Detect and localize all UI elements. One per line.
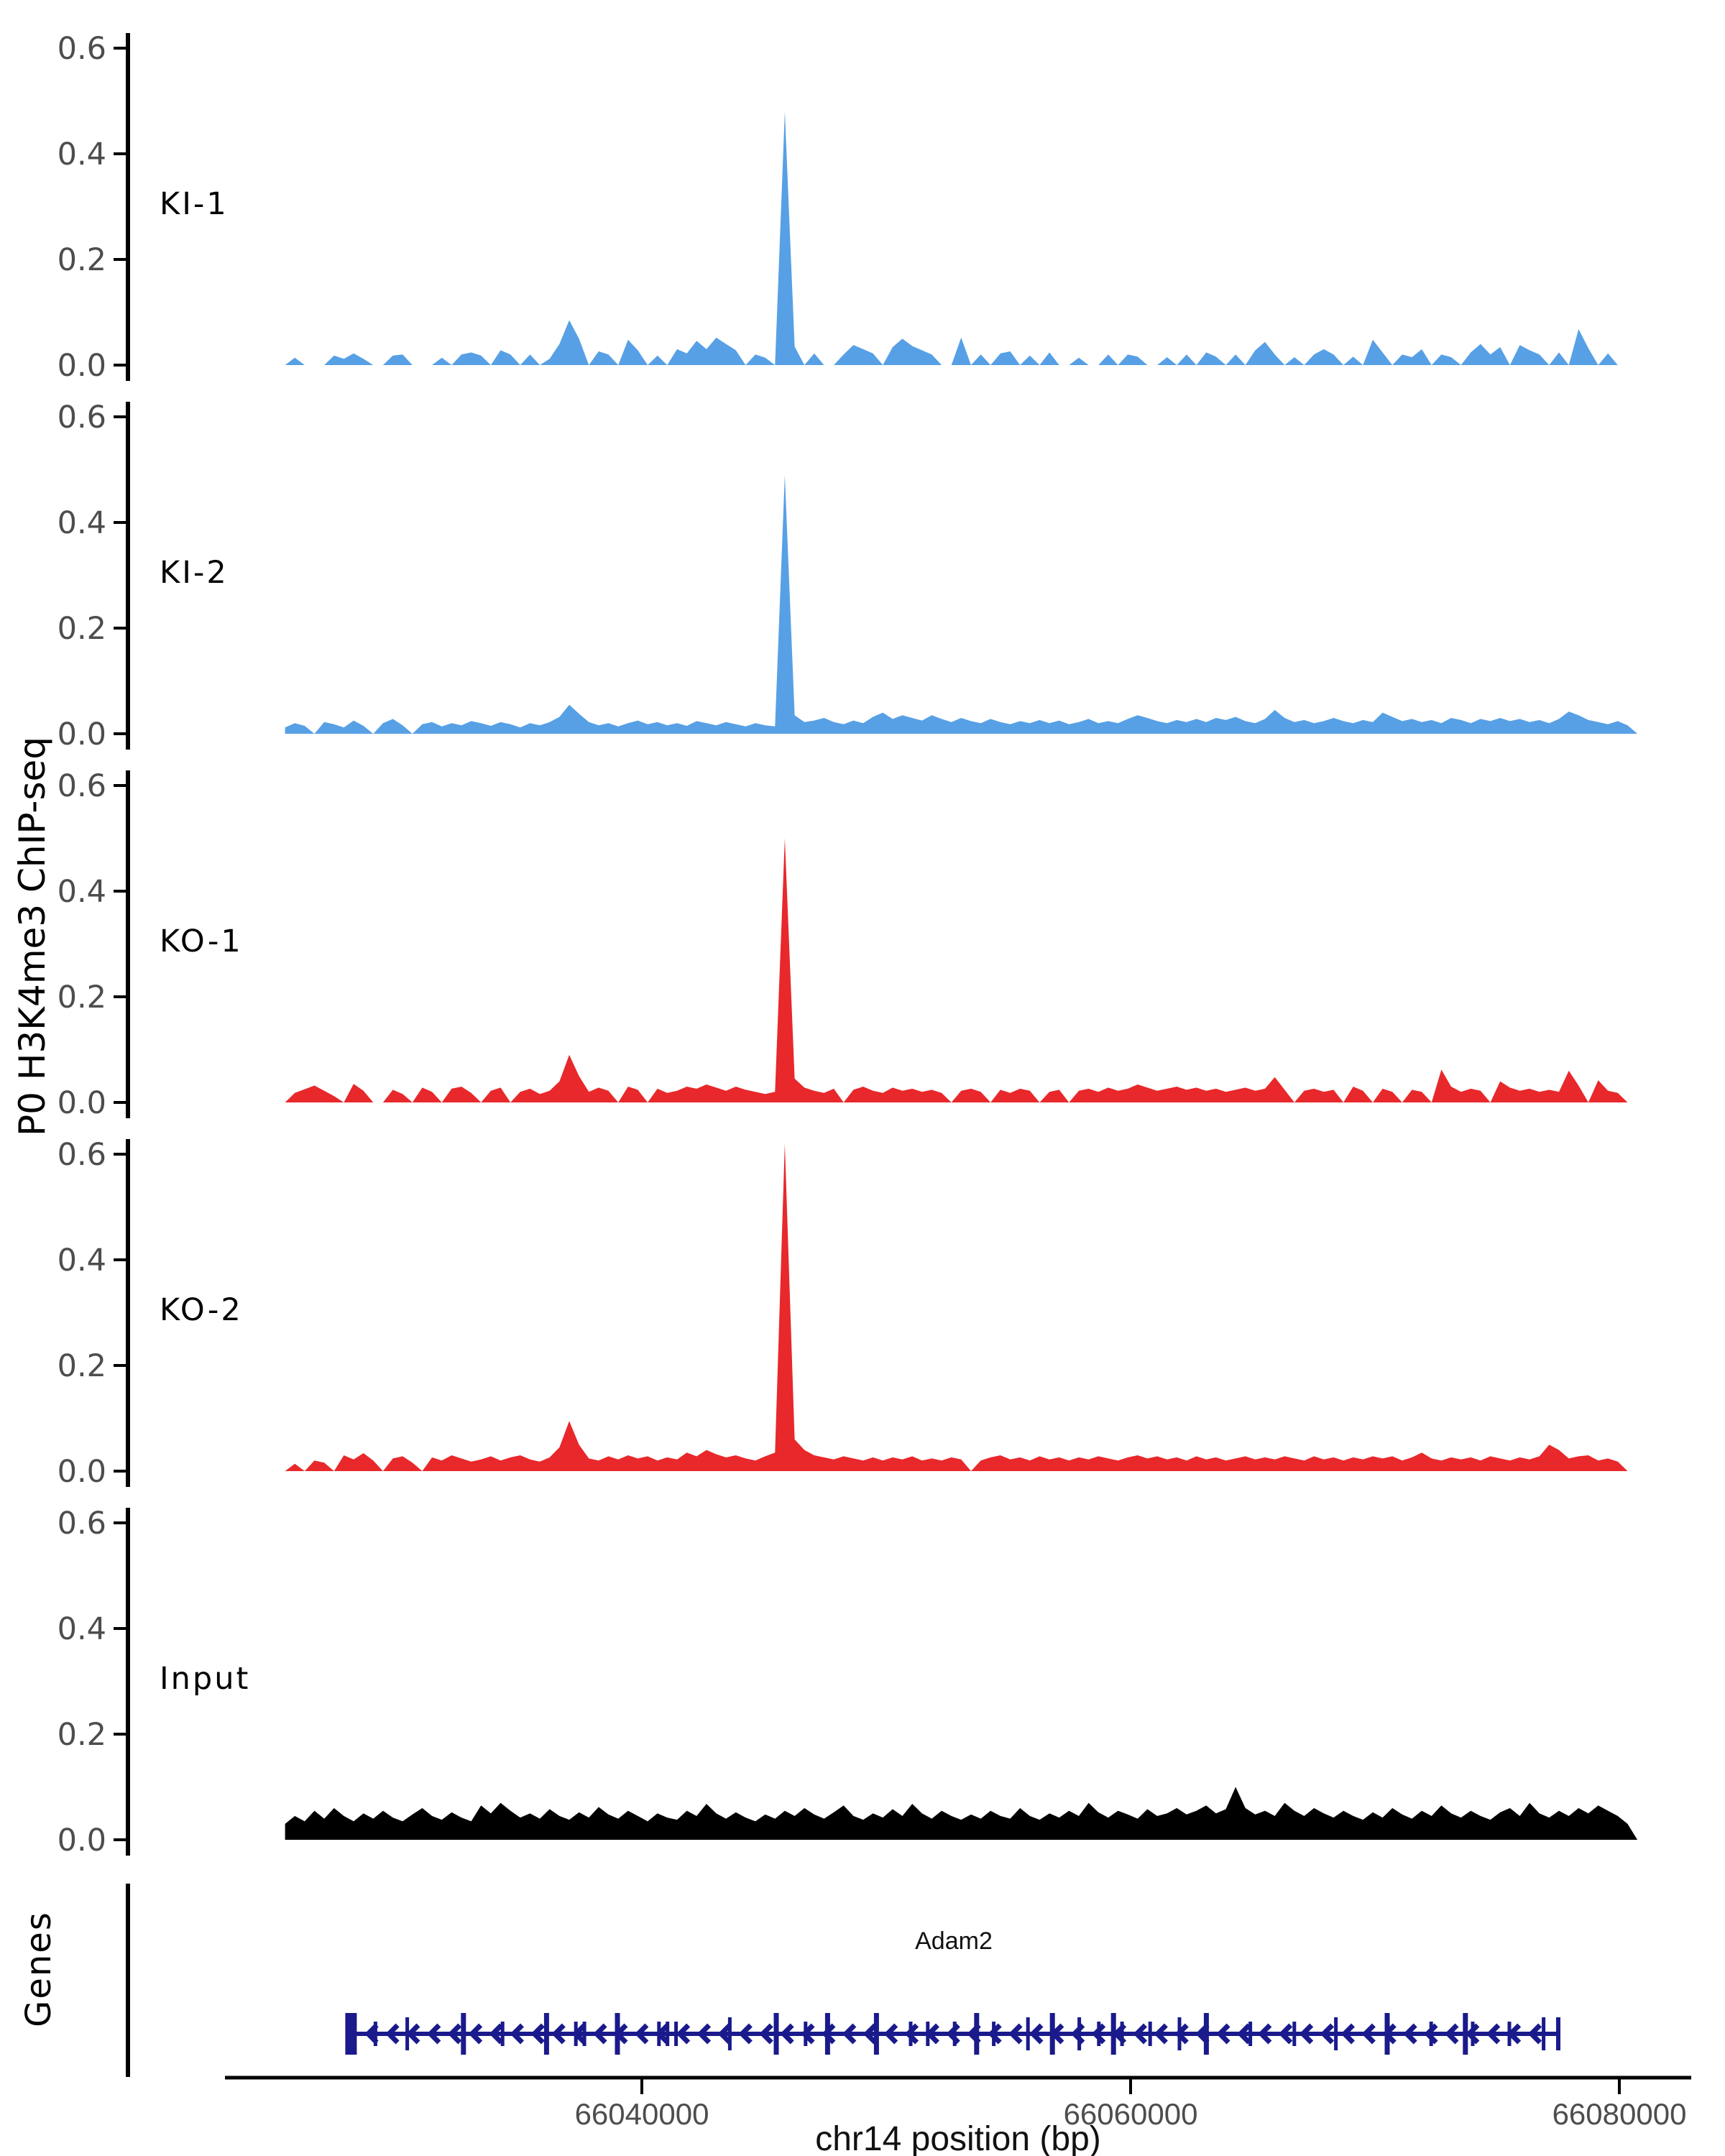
- y-tick-label: 0.2: [58, 980, 106, 1015]
- gene-strand-arrow: [489, 2023, 504, 2045]
- gene-label: Adam2: [915, 1927, 993, 1955]
- gene-strand-arrow: [1237, 2023, 1251, 2045]
- gene-strand-arrow: [1320, 2023, 1335, 2045]
- signal-area-KI-2: [285, 474, 1647, 734]
- gene-strand-arrow: [883, 2023, 898, 2045]
- y-tick-label: 0.0: [58, 1454, 106, 1490]
- track-label-KI-1: KI-1: [160, 186, 229, 222]
- gene-strand-arrow: [904, 2023, 919, 2045]
- gene-strand-arrow: [1278, 2023, 1293, 2045]
- y-tick-label: 0.6: [58, 1506, 106, 1542]
- y-tick-label: 0.4: [58, 505, 106, 541]
- gene-strand-arrow: [676, 2023, 691, 2045]
- y-axis-title: P0 H3K4me3 ChIP-seq: [12, 737, 53, 1136]
- gene-strand-arrow: [1527, 2023, 1542, 2045]
- gene-strand-arrow: [842, 2023, 857, 2045]
- gene-strand-arrow: [780, 2023, 794, 2045]
- genes-panel-title: Genes: [19, 1911, 59, 2027]
- gene-strand-arrow: [988, 2023, 1002, 2045]
- track-label-KO-1: KO-1: [160, 923, 243, 959]
- y-tick-label: 0.0: [58, 717, 106, 752]
- x-tick-label: 66080000: [1552, 2097, 1687, 2131]
- x-tick-label: 66040000: [575, 2097, 709, 2131]
- gene-strand-arrow: [551, 2023, 566, 2045]
- y-tick-label: 0.6: [58, 31, 106, 67]
- y-tick-label: 0.6: [58, 400, 106, 436]
- gene-start-exon-block: [345, 2013, 357, 2055]
- signal-area-Input: [285, 1787, 1647, 1840]
- gene-strand-arrow: [1361, 2023, 1376, 2045]
- gene-strand-arrow: [1029, 2023, 1044, 2045]
- y-tick-label: 0.2: [58, 1717, 106, 1753]
- y-tick-label: 0.2: [58, 611, 106, 647]
- x-tick-label: 66060000: [1064, 2097, 1198, 2131]
- gene-strand-arrow: [1216, 2023, 1230, 2045]
- gene-strand-arrow: [1133, 2023, 1147, 2045]
- track-label-KI-2: KI-2: [160, 555, 229, 591]
- y-tick-label: 0.0: [58, 348, 106, 384]
- gene-strand-arrow: [1257, 2023, 1272, 2045]
- gene-strand-arrow: [1403, 2023, 1417, 2045]
- gene-strand-arrow: [738, 2023, 753, 2045]
- y-tick-label: 0.2: [58, 1348, 106, 1384]
- y-tick-label: 0.4: [58, 137, 106, 172]
- y-tick-label: 0.2: [58, 242, 106, 278]
- gene-strand-arrow: [1091, 2023, 1106, 2045]
- gene-strand-arrow: [385, 2023, 400, 2045]
- generated-chart-content: 0.0 0.2 0.4 0.6 KI-1 0.0 0.2 0.4 0.6 KI-2 0.0 0.2 0.…: [58, 31, 1691, 2131]
- gene-strand-arrow: [759, 2023, 773, 2045]
- y-tick-label: 0.0: [58, 1823, 106, 1858]
- gene-strand-arrow: [530, 2023, 545, 2045]
- y-tick-label: 0.6: [58, 1137, 106, 1173]
- gene-strand-arrow: [510, 2023, 524, 2045]
- gene-strand-arrow: [1340, 2023, 1355, 2045]
- gene-strand-arrow: [593, 2023, 607, 2045]
- gene-strand-arrow: [426, 2023, 441, 2045]
- gene-strand-arrow: [1465, 2023, 1480, 2045]
- track-label-Input: Input: [160, 1661, 250, 1697]
- signal-area-KO-1: [285, 838, 1647, 1102]
- gene-strand-arrow: [406, 2023, 420, 2045]
- gene-strand-arrow: [1486, 2023, 1501, 2045]
- gene-strand-arrow: [862, 2023, 878, 2045]
- x-axis-title: chr14 position (bp): [815, 2120, 1101, 2156]
- gene-strand-arrow: [696, 2023, 712, 2045]
- gene-strand-arrow: [1154, 2023, 1168, 2045]
- gene-strand-arrow: [447, 2023, 462, 2045]
- track-label-KO-2: KO-2: [160, 1292, 243, 1328]
- y-tick-label: 0.4: [58, 1243, 106, 1279]
- y-tick-label: 0.6: [58, 768, 106, 804]
- gene-strand-arrow: [1008, 2023, 1023, 2045]
- y-tick-label: 0.0: [58, 1085, 106, 1121]
- y-tick-label: 0.4: [58, 874, 106, 910]
- gene-strand-arrow: [717, 2023, 732, 2045]
- gene-strand-arrow: [1445, 2023, 1459, 2045]
- gene-strand-arrow: [468, 2023, 483, 2045]
- gene-strand-arrow: [1424, 2023, 1438, 2045]
- y-tick-label: 0.4: [58, 1611, 106, 1647]
- signal-area-KO-2: [285, 1143, 1647, 1471]
- gene-strand-arrow: [1299, 2023, 1314, 2045]
- gene-strand-arrow: [634, 2023, 649, 2045]
- signal-area-KI-1: [285, 111, 1647, 365]
